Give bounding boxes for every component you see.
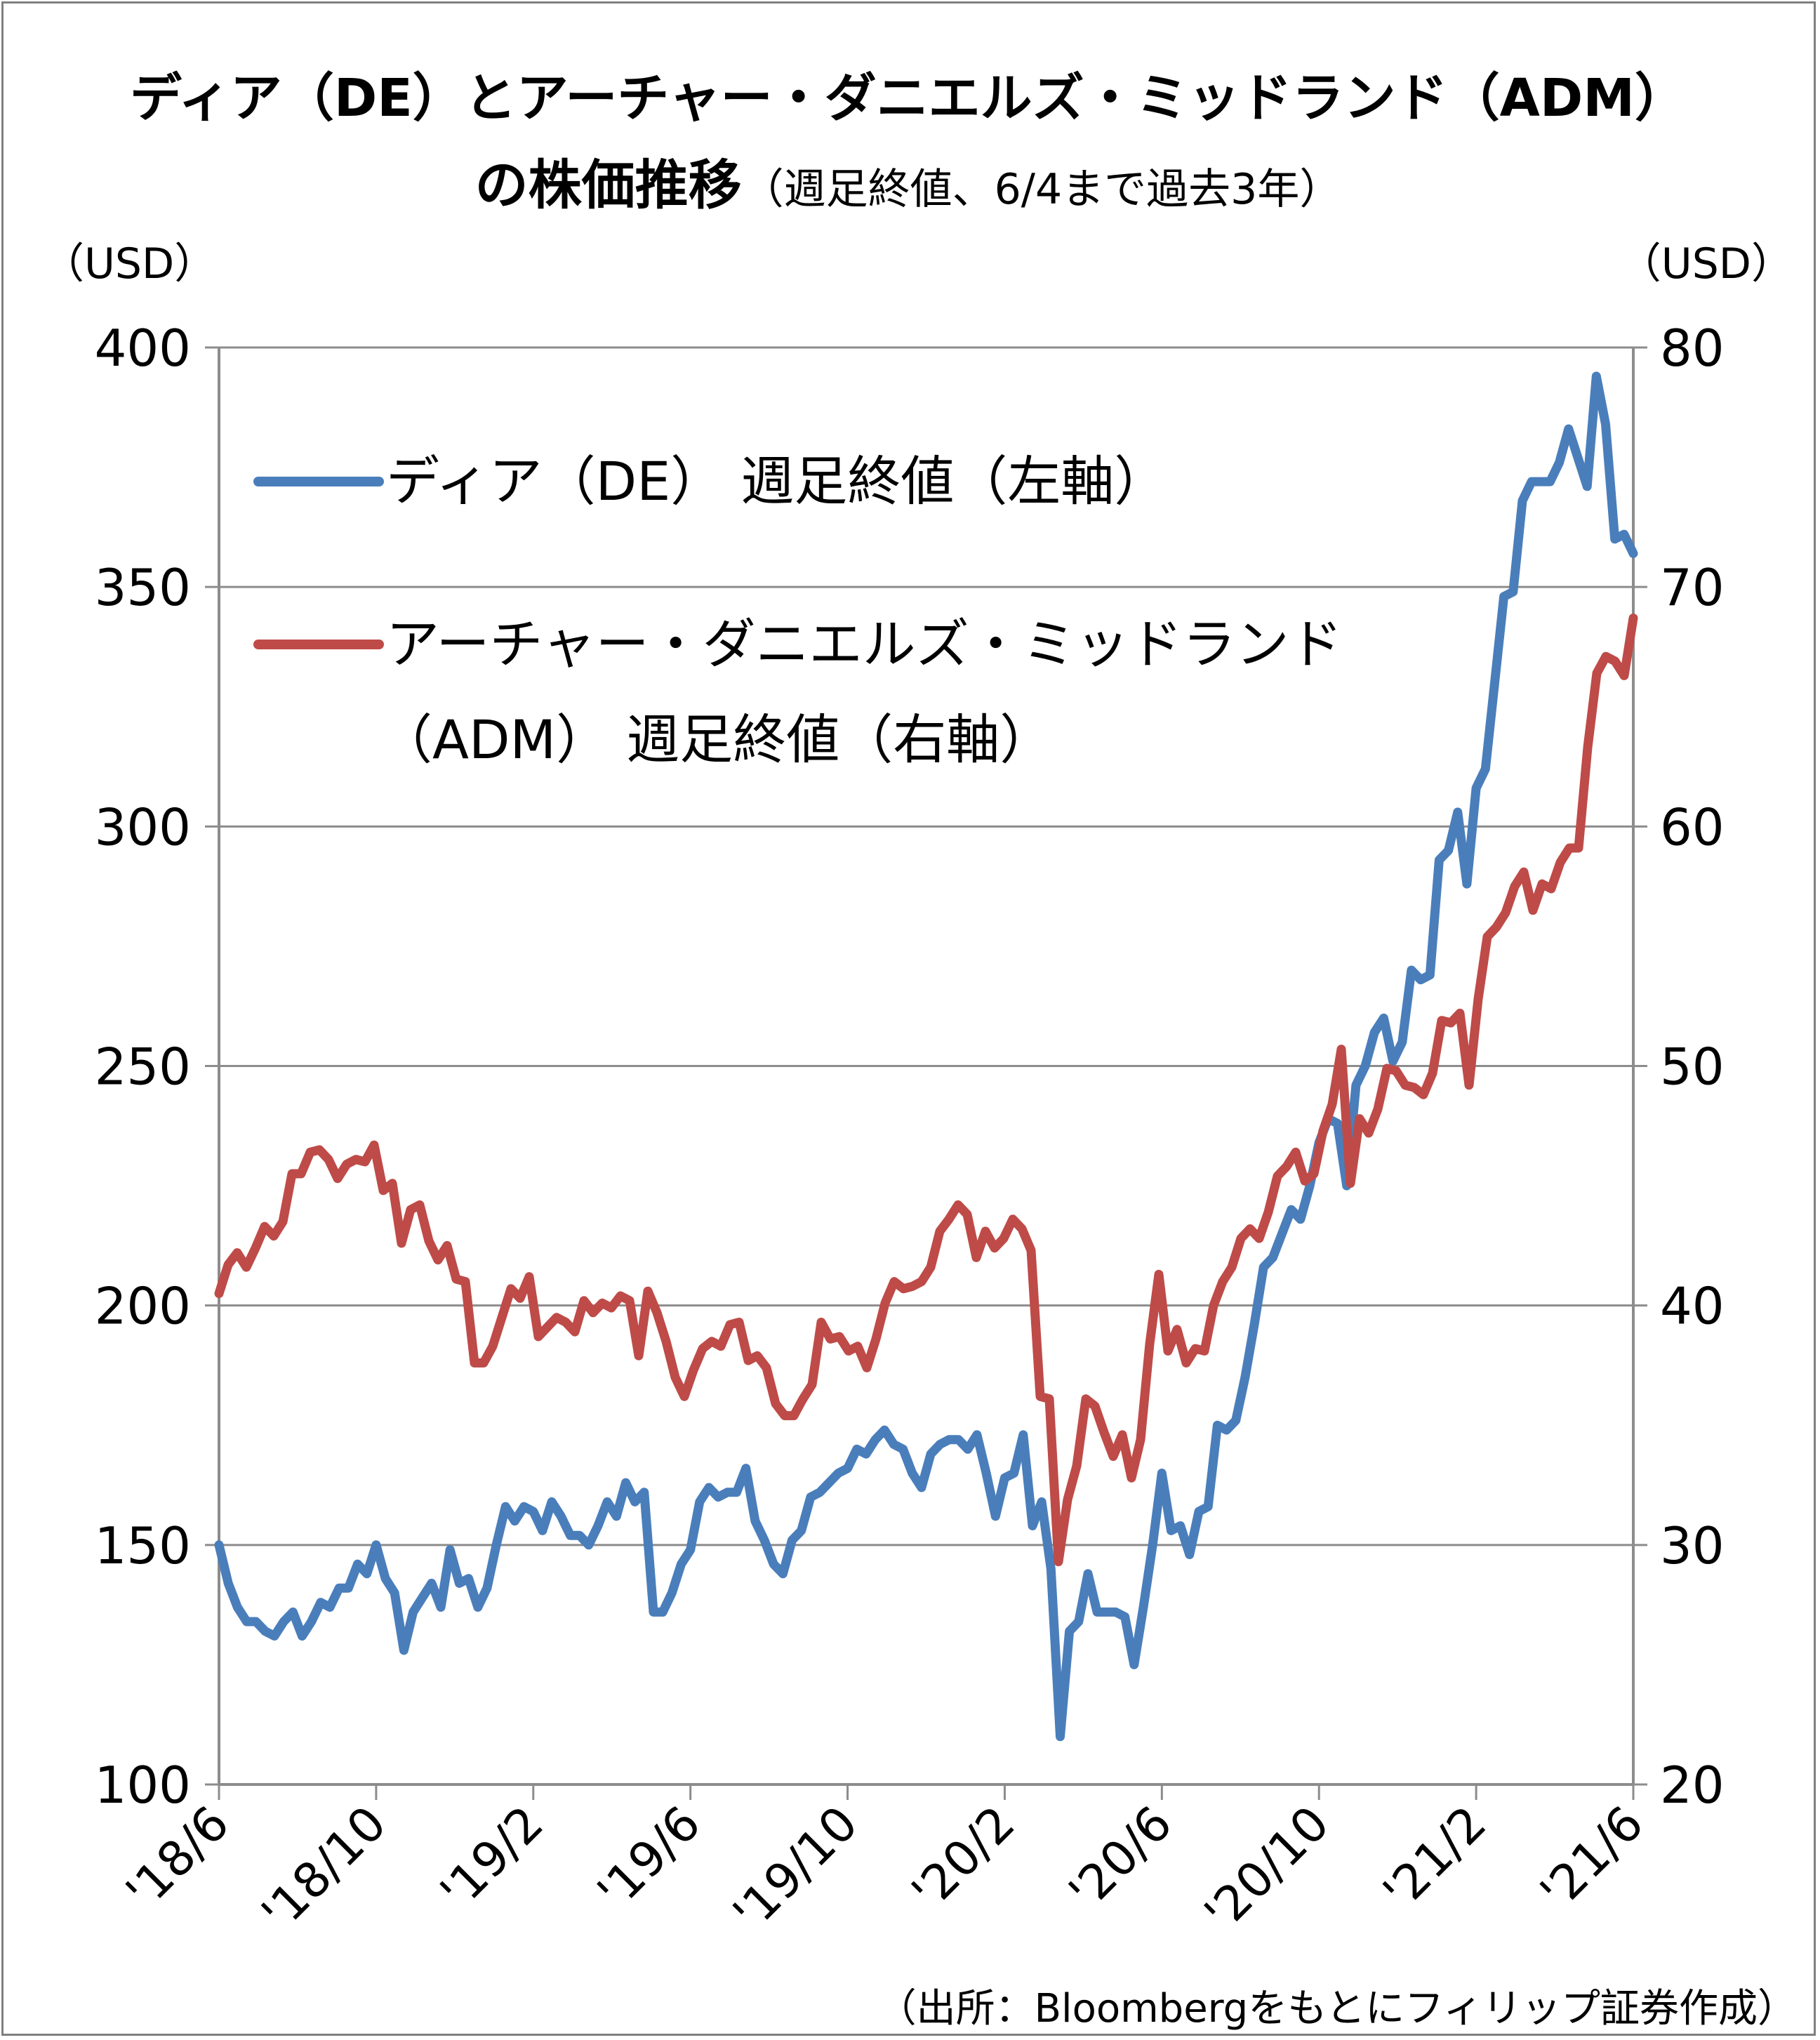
series-layer: [214, 371, 1638, 1742]
right-axis-tick-label: 30: [1660, 1516, 1725, 1575]
legend-label-de: ディア（DE） 週足終値（左軸）: [386, 450, 1167, 512]
right-axis-tick-label: 40: [1660, 1277, 1725, 1336]
series-line-de: [214, 371, 1638, 1742]
x-axis-tick-label: '18/10: [251, 1796, 397, 1942]
right-axis-tick-label: 70: [1660, 558, 1725, 617]
x-axis-tick-label: '20/2: [901, 1796, 1025, 1920]
chart-title-sub: （週足終値、6/4まで過去3年）: [742, 165, 1342, 214]
right-axis-tick-label: 20: [1660, 1756, 1725, 1815]
series-line-adm: [214, 614, 1638, 1567]
x-axis-tick-label: '19/2: [430, 1796, 554, 1920]
left-axis-tick-label: 350: [95, 558, 191, 617]
x-axis-tick-label: '20/6: [1058, 1796, 1183, 1920]
chart-title-line2: の株価推移（週足終値、6/4まで過去3年）: [475, 154, 1342, 216]
left-axis-tick-label: 250: [95, 1038, 191, 1097]
legend-label-adm-line1: アーチャー・ダニエルズ・ミッドランド: [386, 613, 1343, 675]
right-axis-tick-label: 60: [1660, 797, 1725, 856]
left-axis-tick-label: 400: [95, 319, 191, 378]
right-axis-tick-label: 50: [1660, 1038, 1725, 1097]
left-axis-tick-label: 150: [95, 1516, 191, 1575]
left-axis-tick-label: 300: [95, 797, 191, 856]
right-axis-unit: （USD）: [1619, 239, 1793, 289]
x-axis-tick-label: '20/10: [1195, 1796, 1341, 1942]
x-axis-tick-label: '21/6: [1530, 1796, 1654, 1920]
right-axis-tick-label: 80: [1660, 319, 1725, 378]
chart-title-line1: ディア（DE）とアーチャー・ダニエルズ・ミッドランド（ADM）: [130, 68, 1687, 128]
legend-label-adm-line2: （ADM） 週足終値（右軸）: [379, 708, 1053, 771]
source-note: （出所：Bloombergをもとにフィリップ証券作成）: [877, 1986, 1797, 2032]
left-axis-unit: （USD）: [42, 239, 216, 289]
left-axis-tick-label: 100: [95, 1756, 191, 1815]
grid-layer: [219, 346, 1633, 1786]
left-axis-tick-label: 200: [95, 1277, 191, 1336]
x-axis-tick-label: '19/10: [723, 1796, 869, 1942]
chart-title-main: の株価推移: [475, 154, 742, 216]
legend: ディア（DE） 週足終値（左軸） アーチャー・ダニエルズ・ミッドランド （ADM…: [253, 450, 1343, 771]
x-axis-tick-label: '19/6: [587, 1796, 712, 1920]
x-axis-tick-label: '21/2: [1373, 1796, 1497, 1920]
